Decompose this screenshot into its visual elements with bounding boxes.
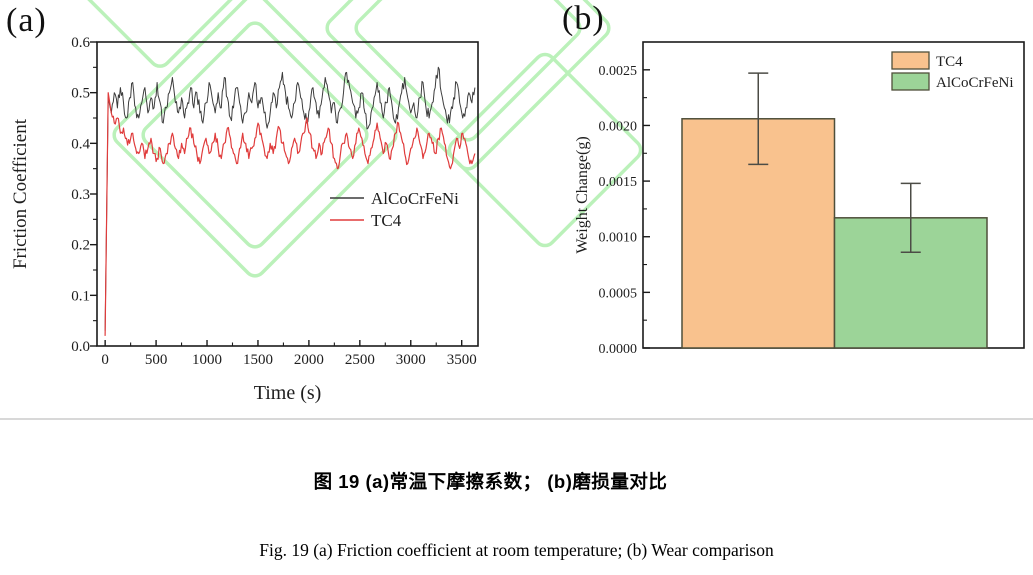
x-tick-label: 1000	[192, 352, 222, 368]
watermark-diamond	[325, 0, 611, 171]
legend-label-TC4: TC4	[936, 54, 963, 70]
x-tick-label: 2000	[294, 352, 324, 368]
x-tick-label: 0	[101, 352, 109, 368]
panel-b-label: (b)	[562, 0, 605, 37]
friction-line-chart: 0.0 0.1 0.2 0.3 0.4 0.5 0.6 0 500 1000 1500 2000 250…	[10, 35, 479, 404]
x-tick-label: 3500	[447, 352, 477, 368]
legend-swatch-AlCoCrFeNi	[891, 72, 930, 91]
x-tick-label: 500	[145, 352, 168, 368]
x-tick-label: 3000	[396, 352, 426, 368]
x-tick-label: 2500	[345, 352, 375, 368]
watermark-diamond	[141, 21, 369, 249]
watermark-diamond	[112, 0, 398, 278]
series-line-TC4	[104, 92, 476, 336]
y-axis-label: Weight Change(g)	[574, 136, 591, 253]
legend-swatch-TC4	[891, 51, 930, 70]
figure-caption-english: Fig. 19 (a) Friction coefficient at room…	[259, 540, 774, 560]
x-tick-label: 1500	[243, 352, 273, 368]
y-tick-label: 0.1	[71, 288, 90, 304]
series-line-AlCoCrFeNi	[104, 66, 476, 331]
diamond-watermark	[52, 0, 643, 278]
legend-label-TC4: TC4	[371, 211, 402, 230]
y-tick-label: 0.0000	[599, 342, 638, 357]
y-tick-label: 0.3	[71, 187, 90, 203]
x-axis-label: Time (s)	[254, 382, 322, 404]
y-axis-label: Friction Coefficient	[10, 118, 31, 269]
watermark-diamond	[447, 52, 643, 248]
y-tick-label: 0.0005	[599, 286, 638, 301]
watermark-diamond	[354, 0, 582, 142]
y-tick-label: 0.0020	[599, 119, 638, 134]
legend-label-AlCoCrFeNi: AlCoCrFeNi	[371, 189, 459, 208]
figure-caption-chinese: 图 19 (a)常温下摩擦系数； (b)磨损量对比	[313, 471, 668, 492]
y-tick-label: 0.5	[71, 86, 90, 102]
y-tick-label: 0.0015	[599, 175, 638, 190]
horizontal-divider	[0, 418, 1033, 420]
y-tick-label: 0.4	[71, 136, 90, 152]
wear-bar-chart: 0.0000 0.0005 0.0010 0.0015 0.0020 0.0025 Weig…	[574, 41, 1025, 357]
y-tick-label: 0.0010	[599, 231, 638, 246]
panel-a-label: (a)	[6, 2, 47, 39]
y-tick-label: 0.0025	[599, 64, 638, 79]
y-tick-label: 0.2	[71, 238, 90, 254]
y-tick-label: 0.0	[71, 339, 90, 355]
legend-label-AlCoCrFeNi: AlCoCrFeNi	[936, 75, 1014, 91]
watermark-diamond	[52, 0, 268, 68]
y-tick-label: 0.6	[71, 35, 90, 51]
